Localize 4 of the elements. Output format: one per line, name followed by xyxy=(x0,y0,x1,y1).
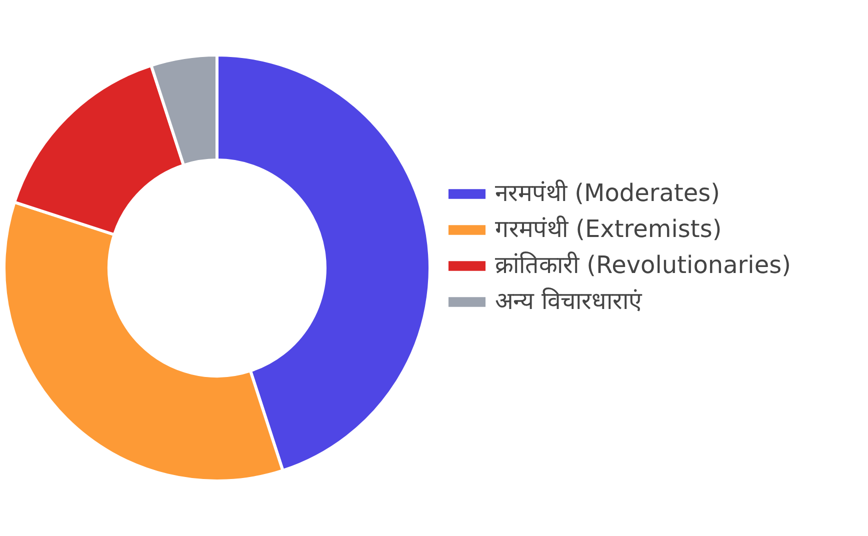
legend-label: गरमपंथी (Extremists) xyxy=(495,215,722,243)
legend-label: अन्य विचारधाराएं xyxy=(495,287,643,315)
legend-label: नरमपंथी (Moderates) xyxy=(495,179,720,207)
legend-label: क्रांतिकारी (Revolutionaries) xyxy=(495,251,791,279)
